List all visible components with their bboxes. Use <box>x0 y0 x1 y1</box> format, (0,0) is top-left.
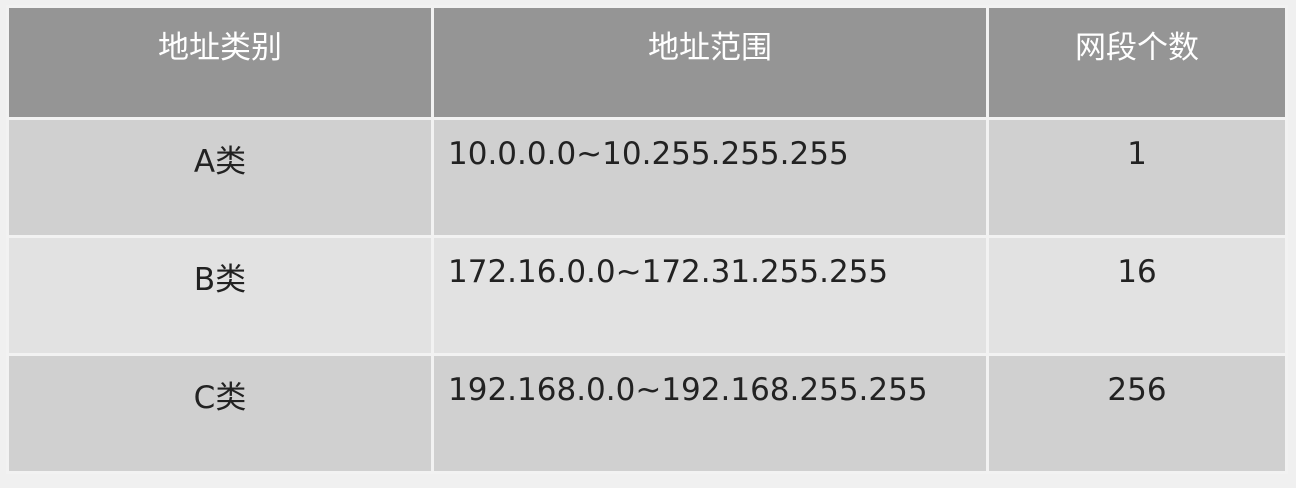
header-class: 地址类别 <box>6 5 434 120</box>
header-row: 地址类别 地址范围 网段个数 <box>6 5 1288 120</box>
cell-class: C类 <box>6 353 434 474</box>
cell-range: 10.0.0.0~10.255.255.255 <box>431 117 989 238</box>
header-count: 网段个数 <box>986 5 1288 120</box>
cell-class: A类 <box>6 117 434 238</box>
table-row: B类 172.16.0.0~172.31.255.255 16 <box>6 235 1288 356</box>
cell-count: 256 <box>986 353 1288 474</box>
private-address-table: 地址类别 地址范围 网段个数 A类 10.0.0.0~10.255.255.25… <box>6 5 1288 474</box>
cell-count: 16 <box>986 235 1288 356</box>
cell-class: B类 <box>6 235 434 356</box>
cell-range: 172.16.0.0~172.31.255.255 <box>431 235 989 356</box>
header-range: 地址范围 <box>431 5 989 120</box>
table-row: C类 192.168.0.0~192.168.255.255 256 <box>6 353 1288 474</box>
cell-count: 1 <box>986 117 1288 238</box>
cell-range: 192.168.0.0~192.168.255.255 <box>431 353 989 474</box>
table-row: A类 10.0.0.0~10.255.255.255 1 <box>6 117 1288 238</box>
